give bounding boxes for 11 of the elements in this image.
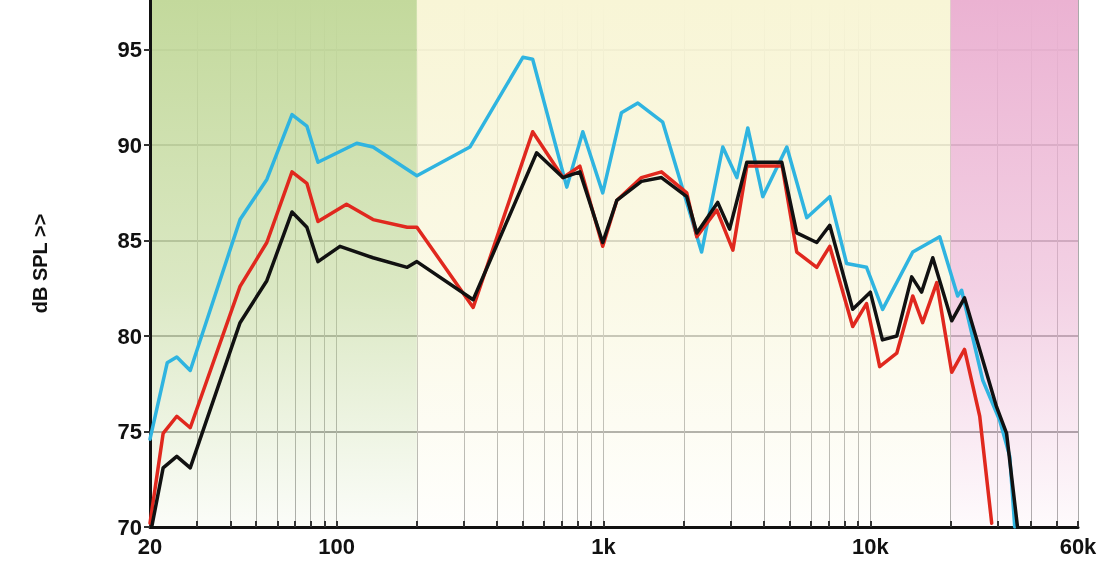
x-tick-label: 1k [591, 533, 617, 559]
x-tick-label: 100 [318, 533, 355, 559]
y-axis-title: dB SPL >> [29, 213, 51, 314]
y-tick-label: 70 [117, 514, 142, 540]
y-tick-label: 75 [117, 419, 142, 445]
y-tick-label: 85 [117, 228, 142, 254]
x-tick-label: 10k [851, 533, 890, 559]
y-tick-label: 95 [117, 37, 142, 63]
x-tick-label: 60k [1059, 533, 1098, 559]
y-tick-label: 80 [117, 323, 142, 349]
y-tick-label: 90 [117, 132, 142, 158]
